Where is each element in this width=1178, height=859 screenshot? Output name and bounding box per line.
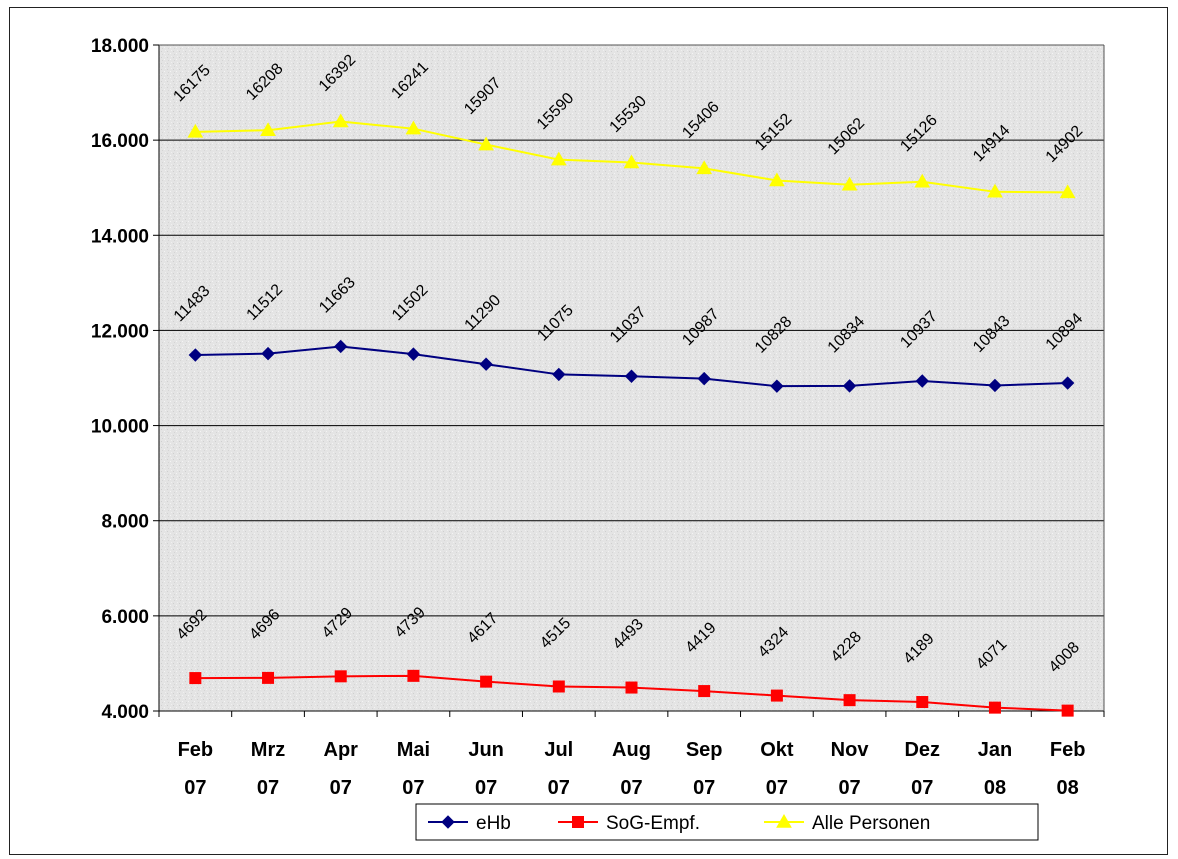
x-tick-label: Dez: [904, 739, 940, 761]
series-marker: [915, 374, 929, 388]
x-tick-label: Okt: [760, 739, 794, 761]
x-tick-label: Sep: [686, 739, 723, 761]
y-tick-label: 6.000: [101, 607, 149, 628]
x-tick-label: 07: [838, 777, 860, 799]
x-tick-label: 07: [766, 777, 788, 799]
y-axis-ticks: 4.000 6.000 8.000 10.000 12.000 14.000 16.000 1…: [91, 36, 159, 723]
series-marker: [405, 120, 422, 135]
legend-marker-2: [776, 813, 792, 828]
series-marker: [334, 670, 347, 683]
x-tick-label: 07: [330, 777, 352, 799]
legend-label: eHb: [476, 813, 511, 834]
series-marker: [916, 696, 929, 709]
series-marker: [260, 122, 276, 136]
y-tick-label: 14.000: [91, 226, 149, 247]
series-marker: [698, 685, 711, 698]
legend: eHb SoG-Empf. Alle Personen: [415, 803, 1039, 841]
series-marker: [987, 183, 1003, 198]
series-marker: [988, 701, 1001, 714]
x-tick-label: 07: [911, 777, 933, 799]
x-tick-label: Aug: [612, 739, 651, 761]
x-tick-label: 07: [693, 777, 715, 799]
x-axis-ticks: Feb 07 Mrz 07 Apr 07 Mai 07 Jun 07 Jul 07 Aug 07 Sep 07…: [158, 711, 1105, 799]
legend-marker-0: [441, 815, 455, 829]
legend-label: SoG-Empf.: [606, 813, 700, 834]
x-tick-label: 07: [184, 777, 206, 799]
series-layer: [187, 113, 1076, 717]
legend-marker-1: [572, 816, 584, 828]
x-tick-label: Jan: [978, 739, 1012, 761]
legend-box: [415, 803, 1039, 841]
x-tick-label: Feb: [1050, 739, 1086, 761]
series-marker: [187, 123, 204, 138]
series-marker: [406, 347, 421, 361]
y-tick-label: 12.000: [91, 321, 149, 342]
x-tick-label: 07: [620, 777, 642, 799]
x-tick-label: 07: [475, 777, 497, 799]
series-marker: [770, 379, 784, 393]
chart-frame: 4.000 6.000 8.000 10.000 12.000 14.000 16.000 1…: [9, 7, 1168, 855]
series-marker: [188, 348, 203, 362]
x-tick-label: Apr: [324, 739, 359, 761]
series-marker: [988, 378, 1002, 393]
x-tick-label: 07: [402, 777, 424, 799]
legend-label: Alle Personen: [812, 813, 930, 834]
x-tick-label: 07: [257, 777, 279, 799]
series-marker: [479, 357, 493, 371]
series-marker: [552, 367, 566, 382]
series-marker: [262, 671, 275, 684]
x-tick-label: Mai: [397, 739, 430, 761]
x-tick-label: Jun: [468, 739, 504, 761]
y-tick-label: 4.000: [101, 702, 149, 723]
series-marker: [1060, 376, 1075, 390]
x-tick-label: 08: [984, 777, 1006, 799]
x-tick-label: 08: [1057, 777, 1079, 799]
series-marker: [843, 694, 856, 707]
series-marker: [696, 160, 713, 175]
axes: [158, 44, 1105, 712]
x-tick-label: Nov: [831, 739, 870, 761]
y-tick-label: 16.000: [91, 131, 149, 152]
series-marker: [189, 672, 202, 685]
x-tick-label: Jul: [544, 739, 573, 761]
series-marker: [1061, 704, 1074, 717]
series-marker: [332, 113, 349, 128]
series-marker: [550, 151, 567, 166]
series-marker: [769, 172, 785, 187]
y-tick-label: 10.000: [91, 417, 149, 438]
series-marker: [407, 669, 420, 682]
series-marker: [914, 173, 931, 188]
series-marker: [842, 379, 857, 393]
y-tick-label: 8.000: [101, 512, 149, 533]
series-marker: [478, 136, 494, 151]
series-marker: [625, 681, 638, 694]
series-marker: [480, 675, 493, 688]
series-marker: [624, 369, 639, 383]
series-marker: [770, 689, 783, 702]
series-marker: [552, 680, 565, 693]
series-marker: [334, 339, 348, 354]
series-marker: [697, 371, 711, 386]
series-marker: [841, 176, 858, 191]
series-marker: [1059, 184, 1076, 199]
line-chart: 4.000 6.000 8.000 10.000 12.000 14.000 16.000 1…: [91, 36, 1105, 841]
series-marker: [261, 346, 275, 361]
y-tick-label: 18.000: [91, 36, 149, 57]
series-marker: [623, 154, 640, 169]
x-tick-label: Feb: [178, 739, 214, 761]
x-tick-label: Mrz: [251, 739, 285, 761]
x-tick-label: 07: [548, 777, 570, 799]
